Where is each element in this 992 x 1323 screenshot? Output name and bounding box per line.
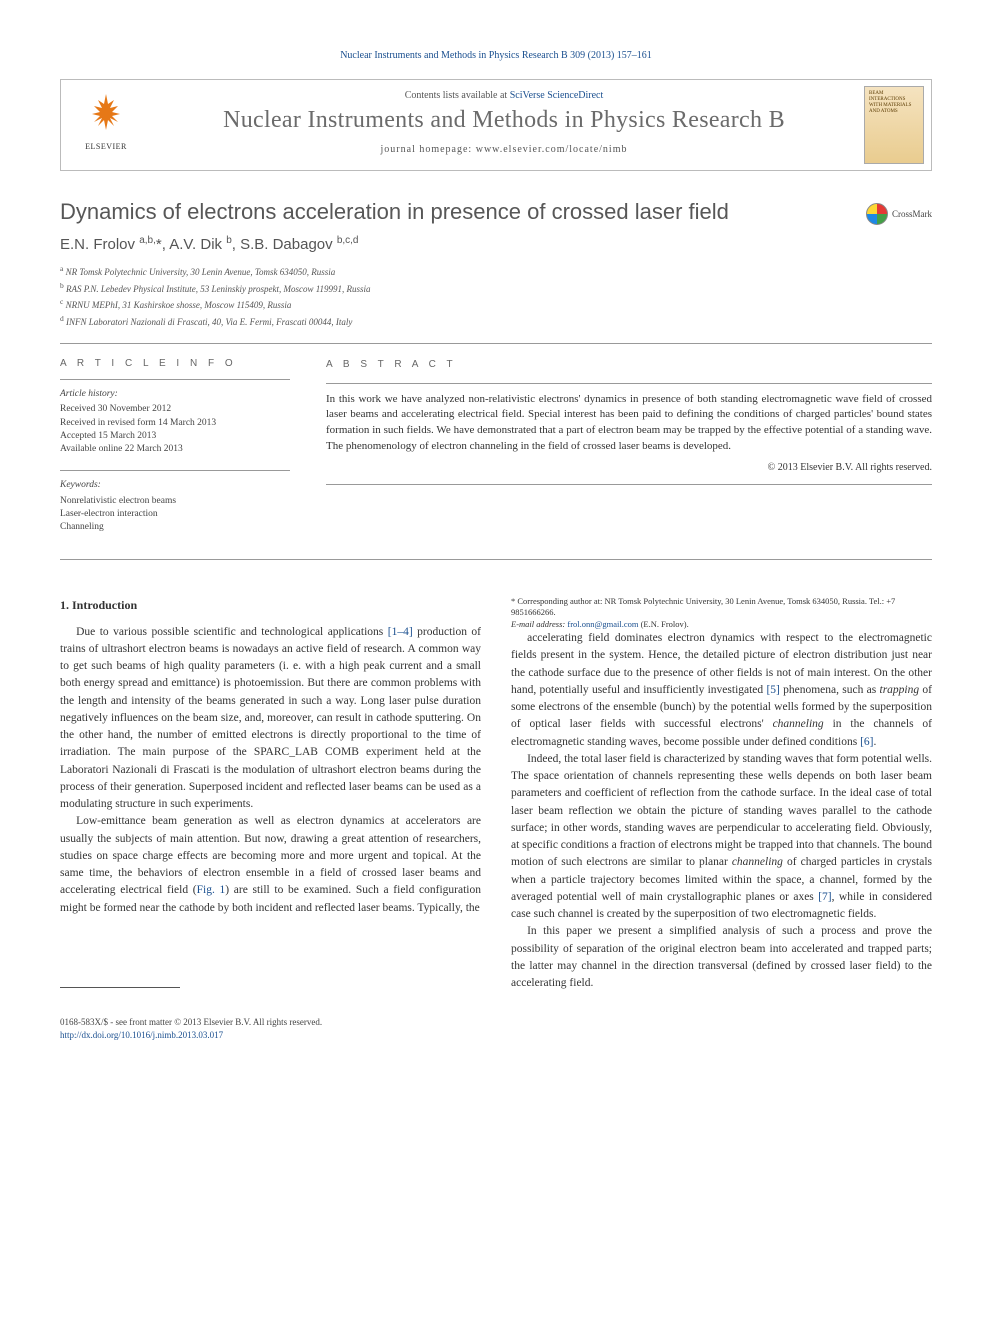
corresponding-author-footnote: * Corresponding author at: NR Tomsk Poly… xyxy=(511,596,932,619)
doi-link[interactable]: http://dx.doi.org/10.1016/j.nimb.2013.03… xyxy=(60,1030,223,1040)
footnote-rule xyxy=(60,987,180,988)
keywords-label: Keywords: xyxy=(60,479,290,492)
page-footer: 0168-583X/$ - see front matter © 2013 El… xyxy=(60,1016,932,1041)
figure-link[interactable]: Fig. 1 xyxy=(197,884,226,896)
citation-link[interactable]: [6] xyxy=(860,736,873,748)
abstract-copyright: © 2013 Elsevier B.V. All rights reserved… xyxy=(326,461,932,476)
article-title: Dynamics of electrons acceleration in pr… xyxy=(60,199,932,225)
journal-cover-thumbnail: BEAM INTERACTIONS WITH MATERIALS AND ATO… xyxy=(864,86,924,164)
journal-title: Nuclear Instruments and Methods in Physi… xyxy=(161,107,847,134)
masthead: ELSEVIER Contents lists available at Sci… xyxy=(60,79,932,171)
keyword: Laser-electron interaction xyxy=(60,508,290,521)
elsevier-tree-icon xyxy=(76,90,136,140)
citation-link[interactable]: [5] xyxy=(766,684,779,696)
contents-available: Contents lists available at SciVerse Sci… xyxy=(161,90,847,101)
contents-prefix: Contents lists available at xyxy=(405,90,510,101)
history-line: Available online 22 March 2013 xyxy=(60,443,290,456)
history-line: Received 30 November 2012 xyxy=(60,403,290,416)
author-list: E.N. Frolov a,b,*, A.V. Dik b, S.B. Daba… xyxy=(60,235,932,253)
divider-top xyxy=(60,343,932,344)
body-paragraph: Indeed, the total laser field is charact… xyxy=(511,751,932,924)
crossmark-icon xyxy=(866,203,888,225)
crossmark-label: CrossMark xyxy=(892,209,932,219)
keyword: Channeling xyxy=(60,521,290,534)
homepage-url[interactable]: www.elsevier.com/locate/nimb xyxy=(476,144,628,155)
homepage-prefix: journal homepage: xyxy=(381,144,476,155)
citation-link[interactable]: [1–4] xyxy=(388,626,413,638)
running-head-link[interactable]: Nuclear Instruments and Methods in Physi… xyxy=(340,50,652,61)
abstract-text: In this work we have analyzed non-relati… xyxy=(326,392,932,456)
body-paragraph: In this paper we present a simplified an… xyxy=(511,923,932,992)
crossmark-badge[interactable]: CrossMark xyxy=(866,203,932,225)
body-paragraph: Due to various possible scientific and t… xyxy=(60,624,481,814)
author-email-link[interactable]: frol.onn@gmail.com xyxy=(567,619,638,629)
body-paragraph: accelerating field dominates electron dy… xyxy=(511,630,932,751)
article-info-column: A R T I C L E I N F O Article history: R… xyxy=(60,358,290,549)
section-1-heading: 1. Introduction xyxy=(60,596,481,614)
footer-copyright: 0168-583X/$ - see front matter © 2013 El… xyxy=(60,1016,932,1029)
body-paragraph: Low-emittance beam generation as well as… xyxy=(60,813,481,917)
affiliation: d INFN Laboratori Nazionali di Frascati,… xyxy=(60,313,932,330)
email-footnote: E-mail address: frol.onn@gmail.com (E.N.… xyxy=(511,619,932,630)
abstract-column: A B S T R A C T In this work we have ana… xyxy=(326,358,932,549)
running-head: Nuclear Instruments and Methods in Physi… xyxy=(60,50,932,61)
elsevier-logo: ELSEVIER xyxy=(76,90,136,160)
citation-link[interactable]: [7] xyxy=(818,891,831,903)
journal-cover-box: BEAM INTERACTIONS WITH MATERIALS AND ATO… xyxy=(857,80,931,170)
history-label: Article history: xyxy=(60,388,290,401)
divider-mid xyxy=(60,559,932,560)
history-line: Accepted 15 March 2013 xyxy=(60,430,290,443)
keyword: Nonrelativistic electron beams xyxy=(60,495,290,508)
publisher-logo-box: ELSEVIER xyxy=(61,80,151,170)
email-label: E-mail address: xyxy=(511,619,567,629)
history-line: Received in revised form 14 March 2013 xyxy=(60,417,290,430)
affiliation-list: a NR Tomsk Polytechnic University, 30 Le… xyxy=(60,263,932,329)
email-suffix: (E.N. Frolov). xyxy=(638,619,688,629)
abstract-heading: A B S T R A C T xyxy=(326,358,932,373)
article-info-heading: A R T I C L E I N F O xyxy=(60,358,290,369)
affiliation: c NRNU MEPhI, 31 Kashirskoe shosse, Mosc… xyxy=(60,296,932,313)
affiliation: a NR Tomsk Polytechnic University, 30 Le… xyxy=(60,263,932,280)
article-body: 1. Introduction Due to various possible … xyxy=(60,596,932,993)
journal-homepage: journal homepage: www.elsevier.com/locat… xyxy=(161,144,847,155)
sciencedirect-link[interactable]: SciVerse ScienceDirect xyxy=(510,90,604,101)
affiliation: b RAS P.N. Lebedev Physical Institute, 5… xyxy=(60,280,932,297)
publisher-name: ELSEVIER xyxy=(76,142,136,151)
